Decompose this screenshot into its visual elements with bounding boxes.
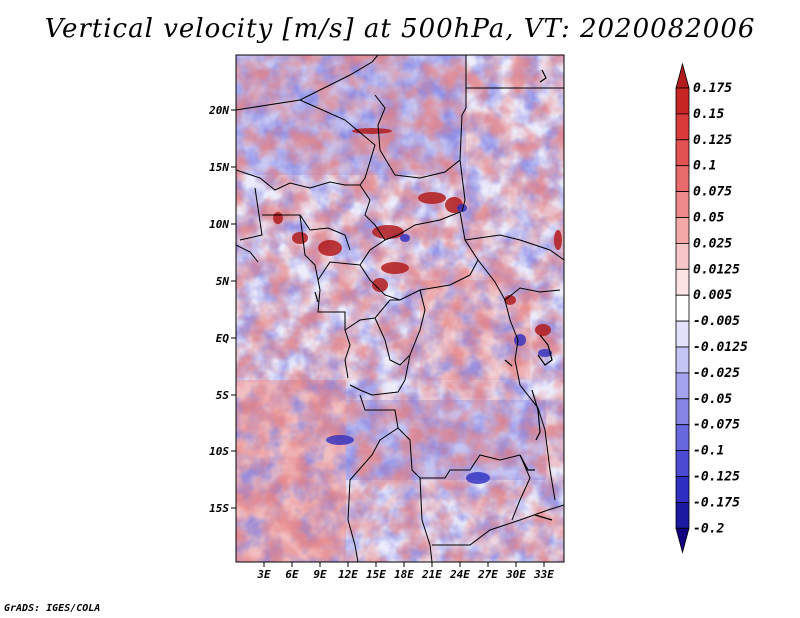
colorbar-bin	[675, 139, 690, 167]
colorbar-label: 0.125	[693, 133, 732, 148]
colorbar-bin	[675, 346, 690, 374]
lat-label: 10S	[209, 445, 229, 458]
colorbar-label: 0.005	[693, 288, 732, 303]
lon-labels: 3E 6E 9E 12E 15E 18E 21E 24E 27E 30E 33E	[256, 568, 554, 581]
colorbar-label: 0.05	[693, 211, 724, 226]
country-borders	[236, 55, 564, 562]
colorbar-label: -0.0125	[693, 340, 748, 355]
strong-updraft-cores	[273, 128, 562, 336]
colorbar-label: 0.0125	[693, 262, 740, 277]
colorbar-bin	[675, 191, 690, 218]
velocity-field	[236, 55, 564, 562]
colorbar-label: 0.175	[693, 81, 732, 96]
colorbar-label: 0.15	[693, 107, 724, 122]
colorbar-bin	[675, 294, 690, 322]
colorbar-label: -0.075	[693, 418, 740, 433]
lon-axis	[263, 562, 545, 567]
lat-label: 5S	[216, 389, 230, 402]
lat-axis	[231, 109, 236, 509]
lat-label: 15S	[209, 502, 229, 515]
colorbar-label: -0.2	[693, 521, 724, 536]
colorbar-bin	[675, 320, 690, 348]
lon-label: 15E	[366, 568, 386, 581]
lon-label: 3E	[256, 568, 271, 581]
colorbar-bin	[675, 113, 690, 141]
colorbar-bottom-arrow	[675, 527, 690, 554]
colorbar-bin	[675, 372, 690, 400]
colorbar-bin	[675, 476, 690, 503]
lon-label: 21E	[421, 568, 442, 581]
colorbar	[675, 62, 690, 554]
map-frame	[235, 54, 565, 563]
lon-label: 12E	[338, 568, 358, 581]
colorbar-label: -0.025	[693, 366, 740, 381]
colorbar-top-arrow	[675, 62, 690, 89]
lat-labels: 20N 15N 10N 5N EQ 5S 10S 15S	[208, 104, 229, 515]
lon-label: 18E	[394, 568, 414, 581]
colorbar-label: -0.125	[693, 470, 740, 485]
lon-label: 33E	[533, 568, 554, 581]
colorbar-label: -0.175	[693, 495, 740, 510]
lat-label: 5N	[216, 275, 230, 288]
colorbar-bin	[675, 242, 690, 270]
lon-label: 24E	[449, 568, 470, 581]
lon-label: 6E	[285, 568, 299, 581]
colorbar-label: 0.1	[693, 159, 716, 174]
footer-credit: GrADS: IGES/COLA	[4, 603, 101, 614]
colorbar-label: -0.1	[693, 444, 724, 459]
colorbar-bin	[675, 501, 690, 529]
lon-label: 9E	[313, 568, 327, 581]
colorbar-bin	[675, 87, 690, 115]
colorbar-bin	[675, 217, 690, 244]
colorbar-labels: 0.175 0.15 0.125 0.1 0.075 0.05 0.025 0.0125 0.0…	[693, 81, 748, 536]
colorbar-label: -0.005	[693, 314, 740, 329]
lat-label: EQ	[216, 332, 230, 345]
colorbar-bin	[675, 398, 690, 426]
colorbar-bin	[675, 268, 690, 296]
colorbar-bin	[675, 450, 690, 477]
lat-label: 10N	[209, 218, 229, 231]
colorbar-bin	[675, 424, 690, 452]
lon-label: 27E	[477, 568, 498, 581]
colorbar-label: -0.05	[693, 392, 732, 407]
lat-label: 15N	[209, 161, 229, 174]
lakes	[314, 69, 553, 521]
colorbar-label: 0.025	[693, 236, 732, 251]
lon-label: 30E	[505, 568, 526, 581]
chart-title: Vertical velocity [m/s] at 500hPa, VT: 2…	[44, 14, 756, 44]
colorbar-bin	[675, 165, 690, 192]
lat-label: 20N	[208, 104, 229, 117]
colorbar-label: 0.075	[693, 185, 732, 200]
